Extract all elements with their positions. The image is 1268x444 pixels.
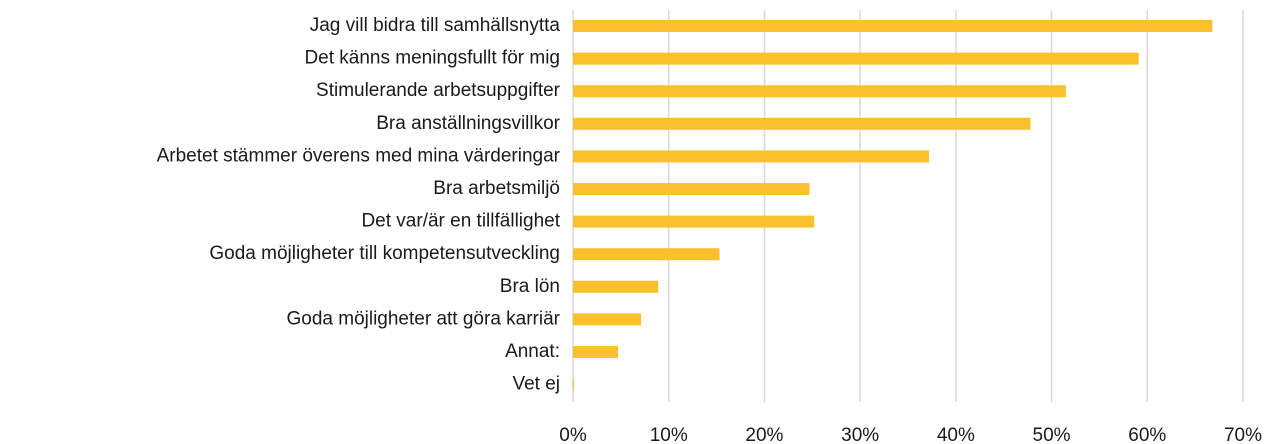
y-tick-label: Det var/är en tillfällighet [361, 211, 560, 232]
x-tick-label: 20% [745, 425, 783, 444]
bar [573, 378, 574, 391]
x-tick-label: 70% [1224, 425, 1262, 444]
y-tick-label: Vet ej [512, 374, 560, 395]
bar [573, 280, 659, 293]
bar [573, 150, 930, 163]
y-tick-label: Goda möjligheter att göra karriär [286, 308, 560, 329]
y-tick-label: Bra arbetsmiljö [433, 178, 560, 199]
y-tick-label: Goda möjligheter till kompetensutvecklin… [209, 243, 560, 264]
x-tick-label: 10% [650, 425, 688, 444]
x-tick-label: 0% [559, 425, 587, 444]
x-tick-label: 50% [1033, 425, 1071, 444]
x-tick-label: 60% [1128, 425, 1166, 444]
bar [573, 117, 1031, 130]
bar [573, 248, 720, 261]
y-tick-label: Jag vill bidra till samhällsnytta [310, 15, 561, 36]
bar [573, 85, 1066, 98]
bar [573, 215, 815, 228]
y-tick-label: Det känns meningsfullt för mig [304, 48, 560, 69]
y-tick-label: Arbetet stämmer överens med mina värderi… [157, 145, 561, 166]
y-tick-label: Bra anställningsvillkor [376, 113, 560, 134]
x-tick-label: 30% [841, 425, 879, 444]
bar [573, 346, 618, 358]
bar [573, 183, 810, 195]
y-tick-label: Annat: [505, 341, 560, 362]
y-tick-label: Bra lön [500, 276, 560, 297]
bar [573, 313, 641, 326]
y-tick-label: Stimulerande arbetsuppgifter [316, 80, 561, 101]
x-tick-label: 40% [937, 425, 975, 444]
bar [573, 52, 1139, 65]
bar [573, 20, 1213, 32]
